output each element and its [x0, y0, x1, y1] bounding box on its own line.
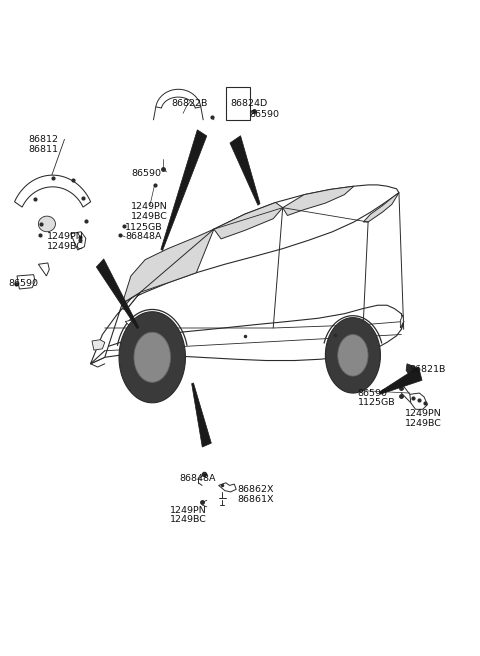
Text: 1249PN: 1249PN [170, 506, 207, 514]
Text: 86812: 86812 [29, 135, 59, 144]
Polygon shape [38, 216, 56, 232]
Polygon shape [230, 136, 260, 205]
Polygon shape [192, 383, 211, 447]
Polygon shape [325, 318, 381, 393]
Text: 86862X: 86862X [238, 485, 274, 494]
Text: 86848A: 86848A [180, 474, 216, 483]
Polygon shape [121, 185, 399, 310]
Text: 1249PN: 1249PN [47, 232, 84, 241]
Polygon shape [219, 483, 236, 492]
Text: 1249BC: 1249BC [170, 516, 207, 524]
Text: 86590: 86590 [131, 169, 161, 178]
Polygon shape [92, 340, 105, 350]
Text: 1125GB: 1125GB [125, 222, 163, 232]
Polygon shape [14, 175, 91, 207]
Polygon shape [410, 393, 427, 409]
Polygon shape [91, 292, 140, 364]
Text: 86848A: 86848A [125, 232, 162, 241]
Text: 1249PN: 1249PN [131, 202, 168, 211]
Polygon shape [283, 186, 354, 215]
Polygon shape [122, 229, 214, 303]
Text: 1249PN: 1249PN [405, 409, 442, 419]
Polygon shape [400, 315, 404, 328]
Polygon shape [17, 275, 35, 289]
Polygon shape [406, 364, 418, 379]
Polygon shape [214, 203, 283, 239]
Text: 1249BC: 1249BC [405, 419, 442, 428]
Text: 86861X: 86861X [238, 495, 274, 504]
Polygon shape [363, 193, 399, 222]
Text: 1249BC: 1249BC [131, 212, 168, 220]
Polygon shape [134, 332, 170, 382]
Polygon shape [71, 232, 86, 250]
Polygon shape [380, 367, 422, 394]
Text: 86590: 86590 [9, 279, 38, 288]
Text: 86590: 86590 [358, 388, 388, 398]
Polygon shape [161, 130, 207, 251]
Polygon shape [96, 259, 139, 329]
Text: 86824D: 86824D [230, 99, 268, 108]
Polygon shape [119, 312, 185, 403]
Text: 86821B: 86821B [410, 365, 446, 374]
Text: 1249BC: 1249BC [47, 242, 84, 251]
Text: 86811: 86811 [29, 144, 59, 154]
Text: 86822B: 86822B [171, 99, 207, 108]
Polygon shape [91, 305, 404, 364]
Polygon shape [156, 89, 201, 108]
FancyBboxPatch shape [226, 87, 251, 120]
Polygon shape [338, 335, 368, 376]
Polygon shape [38, 263, 49, 276]
Text: 86590: 86590 [250, 110, 279, 119]
Text: 1125GB: 1125GB [358, 398, 396, 407]
Polygon shape [125, 320, 135, 328]
